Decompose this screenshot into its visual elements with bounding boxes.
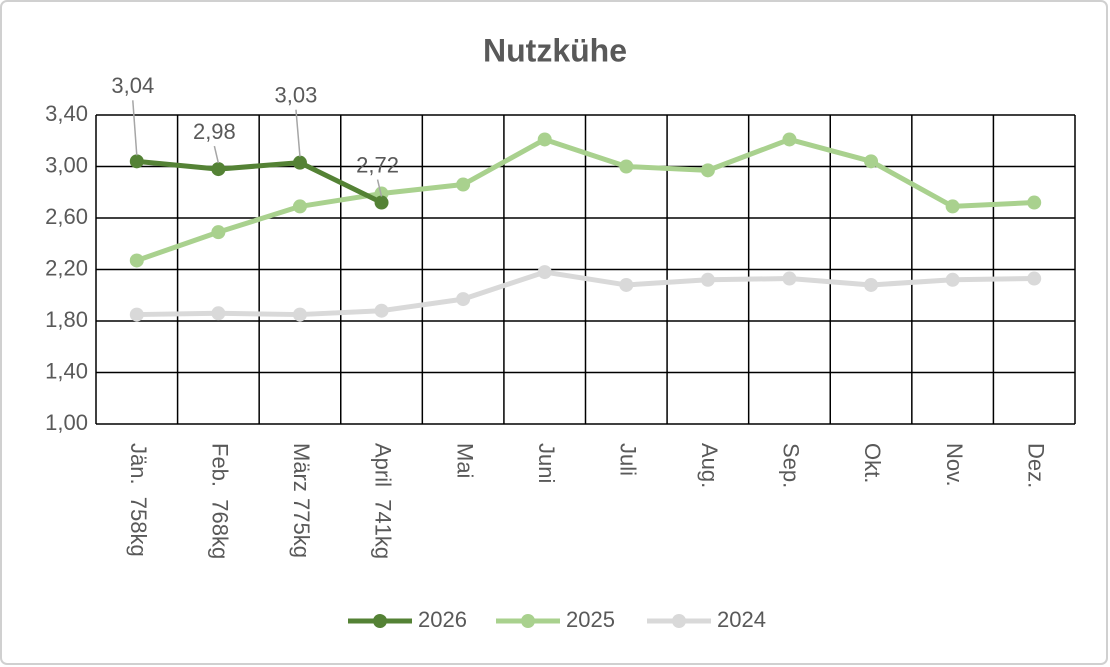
legend-marker — [521, 614, 535, 628]
x-tick-label: März 775kg — [289, 443, 314, 558]
y-tick-label: 2,60 — [45, 204, 88, 229]
data-point — [1027, 195, 1042, 210]
data-point — [619, 277, 634, 292]
legend-marker — [672, 614, 686, 628]
data-label: 3,04 — [111, 73, 154, 98]
data-point — [211, 225, 226, 240]
x-tick-label: Dez. — [1023, 443, 1048, 488]
data-point — [129, 154, 144, 169]
data-point — [292, 307, 307, 322]
data-point — [211, 306, 226, 321]
data-point — [292, 199, 307, 214]
leader-line — [376, 179, 383, 197]
x-tick-label: Feb. 768kg — [208, 443, 233, 559]
data-point — [374, 195, 389, 210]
data-point — [700, 163, 715, 178]
data-point — [456, 292, 471, 307]
data-point — [864, 277, 879, 292]
legend-label: 2026 — [418, 607, 467, 632]
x-tick-label: April 741kg — [371, 443, 396, 559]
data-point — [129, 253, 144, 268]
data-point — [537, 265, 552, 280]
data-point — [782, 271, 797, 286]
data-point — [619, 159, 634, 174]
data-point — [1027, 271, 1042, 286]
series-line — [135, 136, 1035, 263]
series-line — [136, 158, 383, 205]
data-label: 2,72 — [356, 152, 399, 177]
x-tick-label: Aug. — [697, 443, 722, 488]
chart-title: Nutzkühe — [483, 32, 627, 68]
data-point — [945, 272, 960, 287]
x-tick-label: Jän. 758kg — [126, 443, 151, 557]
x-tick-label: Juli — [615, 443, 640, 476]
leader-line — [295, 109, 301, 157]
data-point — [782, 132, 797, 147]
legend-label: 2024 — [717, 607, 766, 632]
y-tick-label: 3,00 — [45, 152, 88, 177]
y-tick-label: 1,40 — [45, 358, 88, 383]
data-point — [456, 177, 471, 192]
data-point — [700, 272, 715, 287]
y-tick-label: 1,00 — [45, 410, 88, 435]
x-tick-label: Nov. — [942, 443, 967, 487]
y-tick-label: 2,20 — [45, 255, 88, 280]
data-point — [374, 303, 389, 318]
data-point — [537, 132, 552, 147]
x-tick-label: Okt. — [860, 443, 885, 483]
y-tick-label: 1,80 — [45, 307, 88, 332]
leader-line — [213, 145, 220, 164]
legend-label: 2025 — [566, 607, 615, 632]
leader-line — [132, 100, 138, 156]
data-label: 3,03 — [275, 82, 318, 107]
x-tick-label: Juni — [534, 443, 559, 483]
series-line — [136, 269, 1035, 318]
data-point — [292, 155, 307, 170]
data-point — [129, 307, 144, 322]
data-point — [864, 154, 879, 169]
legend-marker — [373, 614, 387, 628]
x-tick-label: Mai — [452, 443, 477, 478]
data-point — [945, 199, 960, 214]
data-point — [211, 162, 226, 177]
x-tick-label: Sep. — [779, 443, 804, 488]
data-label: 2,98 — [193, 119, 236, 144]
y-tick-label: 3,40 — [45, 101, 88, 126]
